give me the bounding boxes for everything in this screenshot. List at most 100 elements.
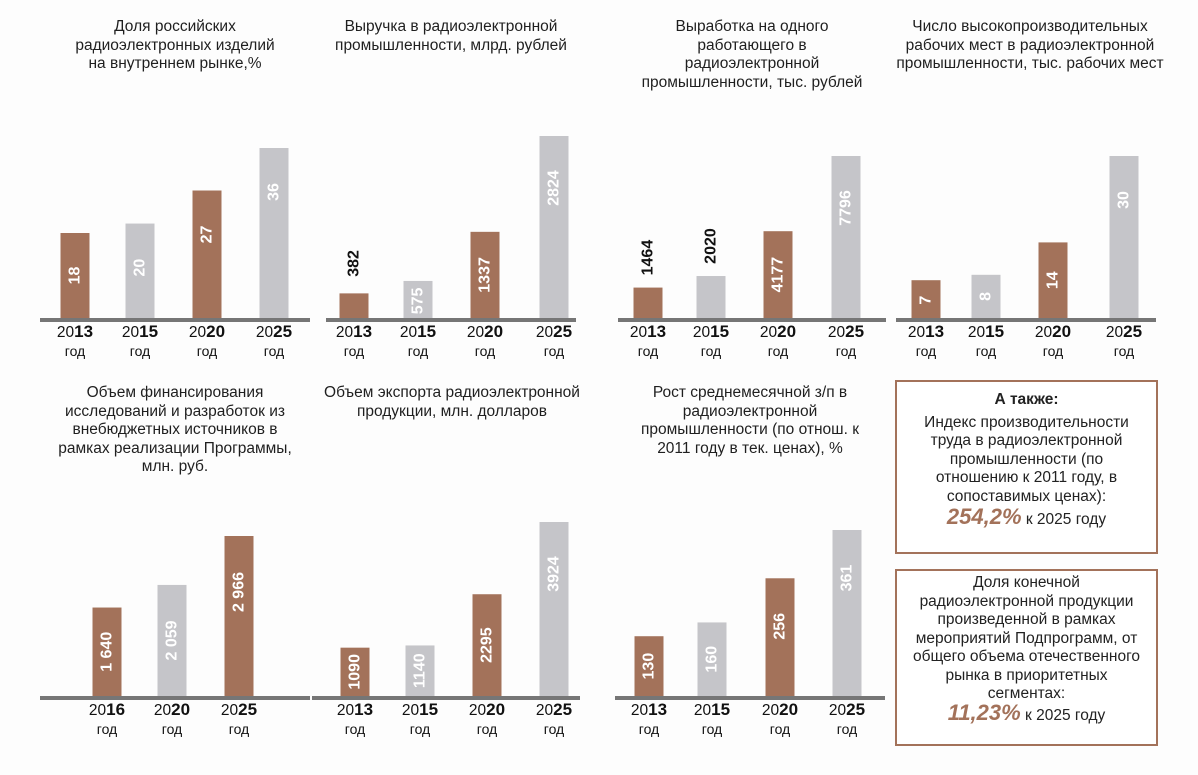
bar-2020 — [472, 594, 502, 696]
x-tick-label: 2020 год — [137, 700, 207, 737]
x-tick-year: 2025 — [255, 322, 293, 341]
x-tick-label: 2020 год — [450, 322, 520, 359]
info-box-suffix: к 2025 году — [1021, 511, 1107, 528]
x-tick-label: 2020 год — [743, 322, 813, 359]
chart-plot: 1464 2020 4177 7796 — [618, 156, 886, 322]
panel-output-per-worker: Выработка на одного работающего в радиоэ… — [618, 18, 886, 368]
x-tick-unit: год — [1113, 343, 1135, 359]
bar-2015 — [403, 280, 433, 318]
x-tick-label: 2015 год — [385, 700, 455, 737]
data-label-2015: 160 — [704, 646, 721, 673]
x-axis-line — [40, 696, 310, 700]
x-tick-unit: год — [835, 343, 857, 359]
x-tick-year: 2013 — [629, 322, 667, 341]
x-tick-unit: год — [769, 721, 791, 737]
bar-2020 — [157, 584, 187, 696]
data-label-2025: 30 — [1116, 191, 1133, 209]
x-tick-year: 2015 — [399, 322, 437, 341]
x-tick-year: 2020 — [153, 700, 191, 719]
data-label-2025: 2 966 — [231, 572, 248, 612]
x-tick-label: 2025 год — [811, 322, 881, 359]
x-tick-year: 2013 — [56, 322, 94, 341]
x-tick-label: 2025 год — [1089, 322, 1159, 359]
x-tick-year: 2013 — [336, 700, 374, 719]
x-tick-year: 2020 — [468, 700, 506, 719]
x-tick-unit: год — [228, 721, 250, 737]
bar-2016 — [92, 607, 122, 696]
data-label-2025: 36 — [266, 183, 283, 201]
data-label-2015: 8 — [978, 292, 995, 301]
data-label-2020: 1337 — [477, 257, 494, 293]
data-label-2020: 14 — [1045, 271, 1062, 289]
data-label-2020: 27 — [199, 226, 216, 244]
chart-plot: 7 8 14 30 — [896, 156, 1156, 322]
x-tick-unit: год — [915, 343, 937, 359]
x-tick-year: 2013 — [907, 322, 945, 341]
data-label-2015: 1140 — [412, 653, 429, 688]
info-box-domestic-share: Доля конечной радиоэлектронной продукции… — [895, 569, 1158, 746]
data-label-2013: 382 — [346, 250, 363, 277]
x-tick-label: 2016 год — [72, 700, 142, 737]
x-tick-label: 2013 год — [319, 322, 389, 359]
data-label-2013: 130 — [641, 653, 658, 680]
x-tick-year: 2020 — [761, 700, 799, 719]
chart-plot: 18 20 27 36 — [40, 148, 310, 322]
x-tick-year: 2020 — [466, 322, 504, 341]
x-tick-label: 2020 год — [452, 700, 522, 737]
chart-title: Объем финансирования исследований и разр… — [58, 384, 292, 475]
chart-title: Рост среднемесячной з/п в радиоэлектронн… — [641, 384, 859, 457]
bar-2020 — [765, 578, 795, 696]
bar-2020 — [470, 231, 500, 318]
data-label-2016: 1 640 — [99, 632, 116, 672]
x-tick-unit: год — [263, 343, 285, 359]
info-box-productivity-index: А также: Индекс производительности труда… — [895, 380, 1158, 554]
chart-title: Выработка на одного работающего в радиоэ… — [641, 18, 863, 91]
data-label-2020: 2295 — [479, 627, 496, 663]
bar-2013 — [633, 287, 663, 318]
x-tick-unit: год — [343, 343, 365, 359]
x-axis-line — [618, 318, 886, 322]
panel-salary-growth: Рост среднемесячной з/п в радиоэлектронн… — [615, 384, 885, 754]
bar-2013 — [339, 293, 369, 318]
x-axis-line — [326, 318, 576, 322]
data-label-2020: 256 — [772, 613, 789, 640]
panel-export: Объем экспорта радиоэлектронной продукци… — [312, 384, 592, 754]
x-tick-unit: год — [836, 721, 858, 737]
x-tick-unit: год — [767, 343, 789, 359]
x-tick-year: 2015 — [401, 700, 439, 719]
bar-chart: 1090 1140 2295 3924 2013 год 2015 год 2020 год 202… — [312, 522, 580, 740]
data-label-2013: 1464 — [640, 240, 657, 276]
bar-2025 — [1109, 156, 1139, 318]
bar-2015 — [971, 274, 1001, 318]
panel-high-perf-jobs: Число высокопроизводительных рабочих мес… — [896, 18, 1164, 368]
bar-chart: 382 575 1337 2824 2013 год 2015 год 2020 год 2025 г… — [326, 136, 576, 362]
x-tick-year: 2015 — [121, 322, 159, 341]
data-label-2015: 2020 — [703, 228, 720, 264]
x-tick-label: 2013 год — [891, 322, 961, 359]
x-tick-label: 2025 год — [204, 700, 274, 737]
x-tick-label: 2025 год — [812, 700, 882, 737]
x-tick-year: 2013 — [335, 322, 373, 341]
x-tick-year: 2025 — [535, 322, 573, 341]
x-tick-unit: год — [196, 343, 218, 359]
data-label-2013: 18 — [67, 267, 84, 285]
panel-russian-share: Доля российских радиоэлектронных изделий… — [40, 18, 310, 368]
data-label-2020: 4177 — [770, 257, 787, 293]
x-tick-label: 2025 год — [519, 322, 589, 359]
bar-chart: 1 640 2 059 2 966 2016 год 2020 год 2025 год — [40, 536, 310, 740]
data-label-2013: 7 — [918, 296, 935, 305]
x-tick-unit: год — [407, 343, 429, 359]
x-tick-year: 2025 — [828, 700, 866, 719]
x-tick-unit: год — [344, 721, 366, 737]
x-tick-label: 2025 год — [519, 700, 589, 737]
x-tick-label: 2015 год — [105, 322, 175, 359]
data-label-2025: 7796 — [838, 190, 855, 226]
data-label-2015: 20 — [132, 259, 149, 277]
bar-2013 — [340, 647, 370, 696]
chart-plot: 1 640 2 059 2 966 — [40, 536, 310, 700]
x-tick-label: 2015 год — [383, 322, 453, 359]
info-box-value: 11,23% — [947, 699, 1021, 725]
bar-2015 — [697, 622, 727, 696]
data-label-2015: 575 — [410, 287, 427, 314]
info-box-text: Индекс производительности труда в радиоэ… — [924, 413, 1129, 505]
